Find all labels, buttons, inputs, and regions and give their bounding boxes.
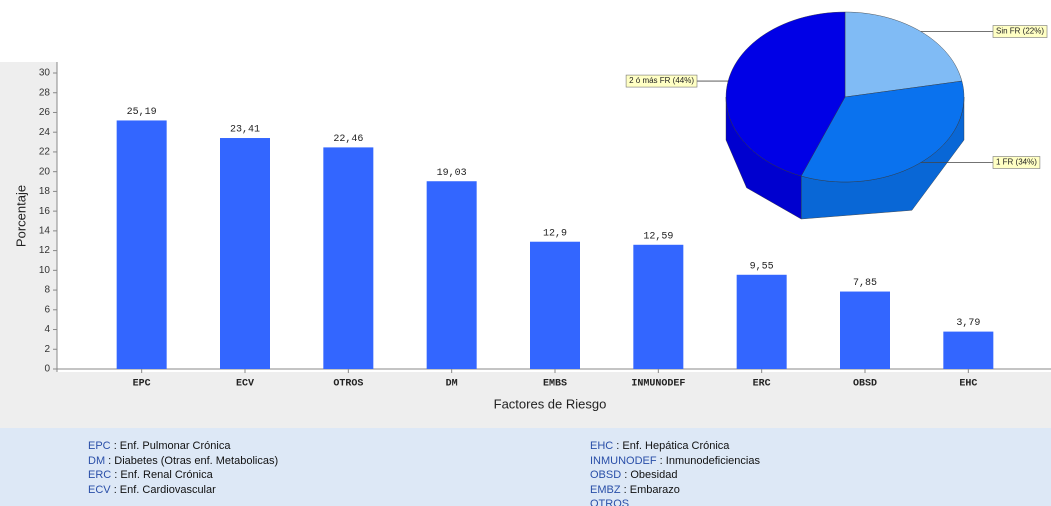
glossary-description: : Inmunodeficiencias [659, 454, 760, 467]
bar-value-label: 19,03 [437, 168, 467, 179]
bar-value-label: 9,55 [750, 261, 774, 272]
y-tick-label: 2 [44, 344, 50, 355]
glossary-code: OTROS [590, 498, 630, 506]
bar [220, 138, 270, 369]
glossary-row: ECV : Enf. Cardiovascular [88, 483, 278, 498]
y-tick-label: 18 [39, 186, 51, 197]
x-tick-label: OTROS [333, 379, 363, 390]
x-tick-label: EPC [133, 379, 151, 390]
glossary-row: ERC : Enf. Renal Crónica [88, 468, 278, 483]
glossary-left: EPC : Enf. Pulmonar Crónica DM : Diabetes… [88, 439, 278, 497]
pie-label: 1 FR (34%) [996, 158, 1037, 167]
y-tick-label: 6 [44, 304, 50, 315]
x-axis-label: Factores de Riesgo [494, 396, 607, 411]
pie-slice [800, 80, 965, 183]
bar [530, 241, 580, 369]
pie-slice [725, 11, 846, 177]
y-tick-label: 4 [44, 324, 50, 335]
y-tick-label: 8 [44, 285, 50, 296]
bar [426, 181, 477, 369]
x-tick-label: EMBS [543, 379, 567, 390]
x-tick-label: OBSD [853, 379, 877, 390]
glossary-row: OBSD : Obesidad [590, 468, 760, 483]
glossary-row: DM : Diabetes (Otras enf. Metabolicas) [88, 454, 278, 469]
bar [116, 120, 167, 369]
glossary: EPC : Enf. Pulmonar Crónica DM : Diabetes… [0, 428, 1051, 506]
glossary-description: : Enf. Hepática Crónica [616, 440, 730, 452]
y-axis-label: Porcentaje [13, 185, 28, 247]
glossary-description: : Diabetes (Otras enf. Metabolicas) [108, 454, 279, 467]
glossary-code: EMBZ [590, 483, 621, 496]
y-tick-label: 22 [39, 147, 51, 158]
y-tick-label: 14 [39, 226, 51, 237]
pie-label: 2 ó más FR (44%) [629, 76, 694, 85]
glossary-row: EMBZ : Embarazo [590, 483, 760, 498]
glossary-code: DM [88, 454, 106, 467]
glossary-code: OBSD [590, 469, 622, 481]
glossary-description: : Enf. Renal Crónica [114, 469, 213, 481]
glossary-code: ECV [88, 483, 111, 496]
glossary-description: : Embarazo [623, 483, 680, 496]
x-tick-label: ECV [236, 379, 254, 390]
glossary-row: EHC : Enf. Hepática Crónica [590, 439, 760, 454]
pie-label-box [992, 25, 1048, 38]
y-tick-label: 24 [39, 127, 51, 138]
y-tick-label: 26 [39, 107, 51, 118]
x-tick-label: ERC [753, 379, 771, 390]
y-tick-label: 16 [39, 206, 51, 217]
y-tick-label: 12 [39, 245, 51, 256]
bar-value-label: 12,59 [643, 231, 673, 242]
bar-value-label: 3,79 [956, 318, 980, 329]
glossary-right: EHC : Enf. Hepática Crónica INMUNODEF : I… [590, 439, 760, 506]
glossary-code: EHC [590, 440, 614, 452]
bar [840, 291, 890, 369]
glossary-row: INMUNODEF : Inmunodeficiencias [590, 454, 760, 469]
x-tick-label: DM [446, 379, 458, 390]
glossary-code: INMUNODEF [590, 454, 657, 467]
bar [323, 147, 374, 369]
glossary-row: EPC : Enf. Pulmonar Crónica [88, 439, 278, 454]
glossary-row: OTROS [590, 497, 760, 506]
glossary-code: EPC [88, 440, 111, 452]
bar-value-label: 23,41 [230, 125, 260, 136]
bar-value-label: 7,85 [853, 278, 877, 289]
pie-slice [844, 11, 963, 98]
bar [736, 274, 787, 369]
pie-label: Sin FR (22%) [996, 27, 1044, 36]
bar-value-label: 22,46 [333, 134, 363, 145]
x-tick-label: EHC [959, 379, 977, 390]
y-tick-label: 0 [44, 364, 50, 375]
glossary-description: : Enf. Pulmonar Crónica [113, 440, 231, 452]
glossary-description: : Enf. Cardiovascular [113, 483, 216, 496]
bar-value-label: 25,19 [127, 107, 157, 118]
y-tick-label: 28 [39, 87, 51, 98]
glossary-code: ERC [88, 469, 112, 481]
pie-label-box [625, 74, 698, 88]
chart: Porcentaje Factores de Riesgo 0246810121… [0, 11, 1051, 428]
y-tick-label: 30 [39, 68, 51, 79]
pie-label-box [992, 156, 1041, 169]
bar-value-label: 12,9 [543, 228, 567, 239]
y-tick-label: 10 [39, 265, 51, 276]
bar [633, 244, 684, 369]
bar [943, 331, 994, 369]
x-tick-label: INMUNODEF [631, 379, 685, 390]
y-tick-label: 20 [39, 166, 51, 177]
glossary-description: : Obesidad [624, 469, 678, 481]
